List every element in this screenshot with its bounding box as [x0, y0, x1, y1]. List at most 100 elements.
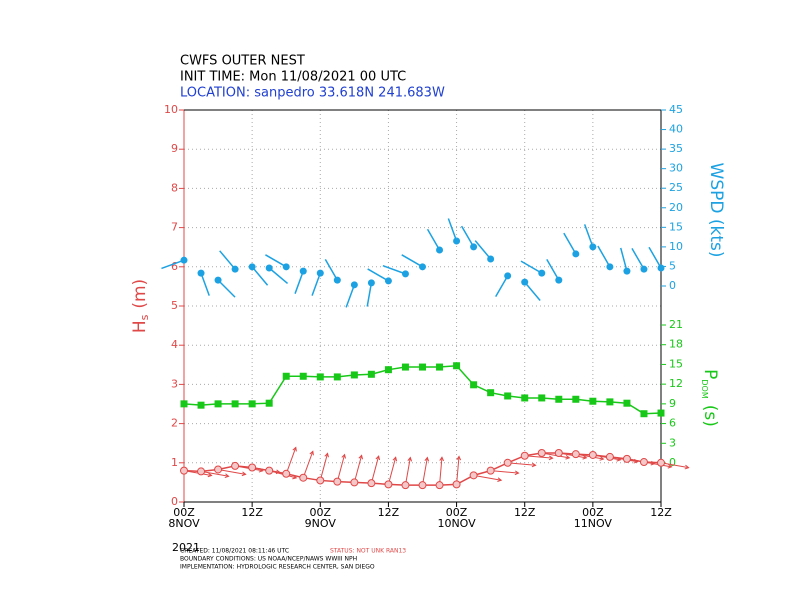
wind-barb [648, 246, 662, 269]
y2-axis-label: WSPD (kts) [706, 163, 726, 258]
wave-arrow [387, 457, 397, 485]
pdom-marker [180, 400, 188, 408]
y3-tick-label: 0 [669, 456, 676, 469]
wave-arrow [336, 454, 346, 482]
y-tick-label: 1 [171, 456, 178, 469]
wave-arrow-head [207, 472, 213, 478]
x-date-label: 11NOV [574, 517, 613, 530]
y-tick-label: 5 [171, 299, 178, 312]
wave-arrow-head [497, 477, 503, 482]
wspd-marker [521, 278, 529, 286]
wave-arrow-head [375, 455, 381, 461]
y3-label-main: P [700, 369, 720, 379]
y-axis-label: Hs (m) [130, 279, 151, 333]
wave-arrow [439, 457, 443, 486]
pdom-marker [623, 399, 631, 407]
wave-arrow [660, 462, 689, 469]
wspd-marker [316, 269, 324, 277]
wind-barb [311, 272, 321, 296]
wave-arrow [200, 470, 229, 477]
wave-arrow-head [424, 456, 430, 462]
wave-arrow-head [565, 454, 571, 460]
wave-arrow [353, 455, 363, 483]
wspd-marker [265, 264, 273, 272]
x-tick-label: 00Z [310, 506, 332, 519]
y2-tick-label: 15 [669, 220, 683, 233]
wspd-marker [180, 256, 188, 264]
pdom-marker [384, 366, 392, 374]
x-date-label: 10NOV [437, 517, 476, 530]
y-tick-label: 0 [171, 495, 178, 508]
pdom-marker [572, 395, 580, 403]
wspd-marker [657, 264, 665, 272]
hs-marker [435, 481, 444, 490]
pdom-marker [640, 410, 648, 418]
wave-arrow [302, 451, 314, 478]
wind-barb [268, 267, 289, 285]
y3-axis-label: PDOM (s) [700, 369, 720, 427]
wind-barb [401, 254, 423, 268]
hs-marker [622, 454, 631, 463]
wspd-marker [436, 246, 444, 254]
wspd-marker [572, 250, 580, 258]
y-tick-label: 8 [171, 181, 178, 194]
wind-barb [520, 260, 543, 274]
hs-marker [520, 451, 529, 460]
wspd-marker [299, 267, 307, 275]
pdom-marker [487, 389, 495, 397]
y2-tick-label: 40 [669, 123, 683, 136]
wind-barb [294, 270, 304, 294]
wind-barb [324, 258, 338, 281]
wave-arrow [490, 470, 519, 474]
pdom-marker [555, 395, 563, 403]
wspd-marker [504, 272, 512, 280]
wave-arrow-head [341, 453, 346, 459]
y2-tick-label: 35 [669, 142, 683, 155]
hs-marker [384, 480, 393, 489]
y3-label-unit: (s) [700, 405, 720, 427]
y2-tick-label: 45 [669, 103, 683, 116]
wave-arrow [507, 462, 536, 466]
hs-marker [316, 476, 325, 485]
y3-tick-label: 12 [669, 377, 683, 390]
hs-marker [367, 479, 376, 488]
wave-arrow-head [582, 454, 588, 460]
y-tick-label: 2 [171, 417, 178, 430]
hs-marker [248, 463, 257, 472]
wave-arrow-head [548, 455, 554, 461]
pdom-marker [453, 362, 461, 370]
y-tick-label: 6 [171, 260, 178, 273]
y3-tick-label: 15 [669, 357, 683, 370]
wave-arrow [456, 456, 460, 485]
pdom-marker [265, 399, 273, 407]
wind-barb [161, 259, 185, 270]
pdom-marker [231, 400, 239, 408]
wave-arrow-head [241, 471, 247, 477]
y3-label-sub: DOM [701, 379, 710, 398]
hs-marker [503, 458, 512, 467]
footer-implementation: IMPLEMENTATION: HYDROLOGIC RESEARCH CENT… [180, 564, 375, 571]
y2-tick-label: 25 [669, 181, 683, 194]
wspd-marker [589, 243, 597, 251]
y3-tick-label: 21 [669, 318, 683, 331]
hs-marker [554, 449, 563, 457]
hs-marker [265, 466, 274, 475]
pdom-marker [333, 373, 341, 381]
y-tick-label: 10 [164, 103, 178, 116]
wave-arrow [285, 447, 297, 474]
wave-arrow-head [309, 450, 314, 456]
hs-marker [401, 481, 410, 490]
wave-arrow [541, 452, 570, 459]
wind-barb [563, 232, 577, 255]
wspd-marker [384, 277, 392, 285]
wind-barb [546, 258, 560, 281]
x-tick-label: 12Z [241, 506, 263, 519]
wind-barb [217, 279, 236, 298]
wave-arrow [404, 457, 411, 486]
hs-marker [197, 467, 206, 476]
wave-arrow-head [224, 473, 230, 479]
y3-tick-label: 9 [669, 397, 676, 410]
wave-arrow [217, 468, 246, 475]
wspd-marker [606, 263, 614, 271]
wspd-marker [248, 263, 256, 271]
